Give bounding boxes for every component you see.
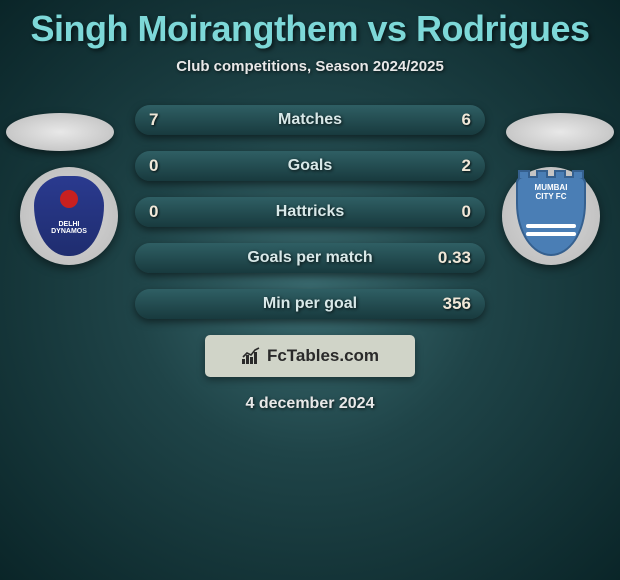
stat-label: Matches [278, 111, 342, 129]
stat-row-hattricks: 0 Hattricks 0 [135, 197, 485, 227]
stat-label: Hattricks [276, 203, 344, 221]
source-text: FcTables.com [267, 346, 379, 366]
stat-value-right: 0.33 [431, 248, 471, 268]
stat-value-right: 2 [431, 156, 471, 176]
stat-rows: 7 Matches 6 0 Goals 2 0 Hattricks 0 Goal… [135, 105, 485, 319]
stat-row-goals-per-match: Goals per match 0.33 [135, 243, 485, 273]
stat-row-min-per-goal: Min per goal 356 [135, 289, 485, 319]
stat-row-matches: 7 Matches 6 [135, 105, 485, 135]
stat-label: Min per goal [263, 295, 357, 313]
stat-value-right: 356 [431, 294, 471, 314]
club-crest-delhi: DELHIDYNAMOS [34, 176, 104, 256]
club-crest-label-left: DELHIDYNAMOS [51, 221, 87, 236]
comparison-title: Singh Moirangthem vs Rodrigues [0, 0, 620, 50]
stat-label: Goals [288, 157, 332, 175]
chart-icon [241, 347, 261, 365]
stat-label: Goals per match [247, 249, 372, 267]
stat-value-left: 7 [149, 110, 189, 130]
stat-value-right: 6 [431, 110, 471, 130]
player-avatar-placeholder-left [6, 113, 114, 151]
club-crest-mumbai: MUMBAICITY FC [516, 176, 586, 256]
stat-row-goals: 0 Goals 2 [135, 151, 485, 181]
comparison-date: 4 december 2024 [0, 395, 620, 413]
stat-value-left: 0 [149, 156, 189, 176]
club-crest-label-right: MUMBAICITY FC [535, 184, 568, 202]
comparison-content: DELHIDYNAMOS MUMBAICITY FC 7 Matches 6 0… [0, 105, 620, 413]
player-avatar-placeholder-right [506, 113, 614, 151]
comparison-subtitle: Club competitions, Season 2024/2025 [0, 58, 620, 75]
club-badge-right: MUMBAICITY FC [502, 167, 600, 265]
club-badge-left: DELHIDYNAMOS [20, 167, 118, 265]
source-attribution: FcTables.com [205, 335, 415, 377]
stat-value-left: 0 [149, 202, 189, 222]
stat-value-right: 0 [431, 202, 471, 222]
